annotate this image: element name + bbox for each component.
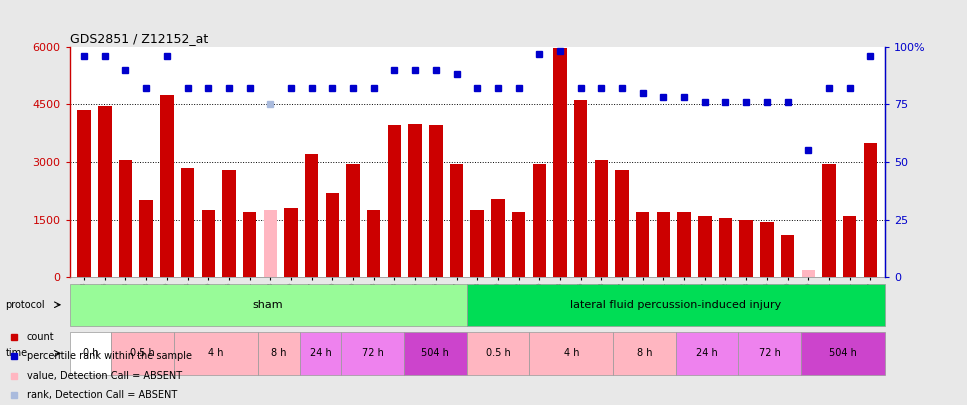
Text: 72 h: 72 h (362, 348, 384, 358)
Text: value, Detection Call = ABSENT: value, Detection Call = ABSENT (27, 371, 182, 381)
FancyBboxPatch shape (530, 332, 613, 375)
Bar (264, 210, 277, 277)
FancyBboxPatch shape (258, 332, 300, 375)
FancyBboxPatch shape (739, 332, 802, 375)
Text: 8 h: 8 h (636, 348, 652, 358)
Bar (491, 198, 505, 277)
Bar (408, 124, 422, 277)
Bar (595, 160, 608, 277)
Bar (615, 170, 629, 277)
Bar (698, 216, 712, 277)
Bar (429, 126, 443, 277)
FancyBboxPatch shape (111, 332, 174, 375)
Text: count: count (27, 332, 54, 342)
FancyBboxPatch shape (613, 332, 676, 375)
Bar (718, 218, 732, 277)
Bar (533, 164, 546, 277)
FancyBboxPatch shape (467, 332, 530, 375)
Text: 4 h: 4 h (208, 348, 223, 358)
Bar (119, 160, 132, 277)
Text: 504 h: 504 h (422, 348, 450, 358)
FancyBboxPatch shape (341, 332, 404, 375)
Bar (471, 210, 484, 277)
Bar (388, 126, 401, 277)
FancyBboxPatch shape (802, 332, 885, 375)
Bar (326, 193, 339, 277)
Bar (657, 212, 670, 277)
Bar (139, 200, 153, 277)
Bar (802, 270, 815, 277)
Bar (574, 100, 587, 277)
Text: percentile rank within the sample: percentile rank within the sample (27, 352, 191, 361)
Bar (284, 208, 298, 277)
Bar (760, 222, 774, 277)
Bar (780, 235, 794, 277)
Bar (636, 212, 650, 277)
Bar (450, 164, 463, 277)
Text: 24 h: 24 h (696, 348, 718, 358)
Text: sham: sham (253, 300, 283, 310)
Bar (678, 212, 690, 277)
Bar (864, 143, 877, 277)
Bar (346, 164, 360, 277)
FancyBboxPatch shape (467, 284, 885, 326)
Bar (161, 95, 174, 277)
Bar (98, 106, 111, 277)
FancyBboxPatch shape (300, 332, 341, 375)
Bar (181, 168, 194, 277)
Text: 4 h: 4 h (564, 348, 579, 358)
Text: 0.5 h: 0.5 h (131, 348, 155, 358)
Bar (822, 164, 835, 277)
FancyBboxPatch shape (70, 284, 467, 326)
Text: GDS2851 / Z12152_at: GDS2851 / Z12152_at (70, 32, 208, 45)
FancyBboxPatch shape (676, 332, 739, 375)
Bar (222, 170, 236, 277)
Text: 0.5 h: 0.5 h (485, 348, 511, 358)
Bar (553, 49, 567, 277)
Text: lateral fluid percussion-induced injury: lateral fluid percussion-induced injury (571, 300, 781, 310)
Bar (77, 110, 91, 277)
FancyBboxPatch shape (404, 332, 467, 375)
FancyBboxPatch shape (70, 332, 111, 375)
Bar (740, 220, 753, 277)
Text: 24 h: 24 h (309, 348, 332, 358)
Bar (843, 216, 857, 277)
Bar (243, 212, 256, 277)
Bar (305, 154, 318, 277)
Bar (367, 210, 380, 277)
Bar (201, 210, 215, 277)
Text: 0 h: 0 h (83, 348, 99, 358)
Bar (512, 212, 525, 277)
FancyBboxPatch shape (174, 332, 258, 375)
Text: 72 h: 72 h (759, 348, 780, 358)
Text: protocol: protocol (6, 300, 45, 310)
Text: rank, Detection Call = ABSENT: rank, Detection Call = ABSENT (27, 390, 177, 400)
Text: 504 h: 504 h (829, 348, 857, 358)
Text: time: time (6, 348, 28, 358)
Text: 8 h: 8 h (271, 348, 286, 358)
